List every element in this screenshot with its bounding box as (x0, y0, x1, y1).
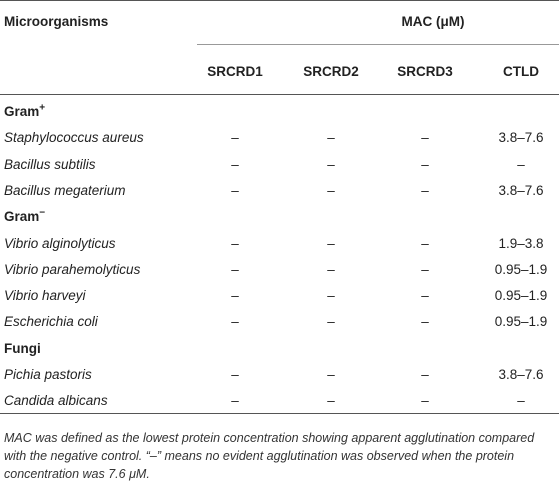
mac-value: 0.95–1.9 (494, 261, 548, 277)
mac-value: 0.95–1.9 (494, 288, 548, 304)
mac-value: – (421, 130, 429, 146)
group-label: Fungi (4, 341, 41, 357)
group-header: MAC (μM) (401, 14, 465, 29)
organism-name: Escherichia coli (4, 314, 98, 330)
mac-value: – (327, 182, 335, 198)
mac-value: – (327, 156, 335, 172)
mac-value: 3.8–7.6 (498, 367, 544, 382)
mac-value: – (231, 288, 239, 304)
mac-value: – (327, 261, 335, 277)
mac-value: – (327, 235, 335, 251)
column-header: SRCRD2 (303, 64, 359, 79)
organism-name: Pichia pastoris (4, 367, 92, 382)
mac-value: – (421, 367, 429, 382)
mac-value: – (231, 182, 239, 198)
column-header: SRCRD1 (207, 64, 263, 79)
top-rule (0, 0, 559, 1)
group-name: Gram (4, 104, 40, 119)
mac-value: 1.9–3.8 (498, 235, 544, 251)
mac-value: – (421, 288, 429, 304)
organism-name: Vibrio parahemolyticus (4, 261, 141, 277)
mac-value: – (231, 235, 239, 251)
mac-value: – (421, 393, 429, 409)
organism-name: Staphylococcus aureus (4, 130, 144, 146)
group-name: Fungi (4, 340, 41, 356)
column-header: CTLD (503, 64, 539, 79)
mac-value: – (231, 367, 239, 382)
group-sup: − (39, 207, 46, 219)
header-rule (0, 94, 559, 95)
mac-value: – (231, 130, 239, 146)
footnote: MAC was defined as the lowest protein co… (4, 431, 535, 481)
mac-value: – (421, 156, 429, 172)
mac-value: – (421, 182, 429, 198)
mac-value: – (231, 314, 239, 330)
mac-value: – (231, 156, 239, 172)
mac-value: – (421, 235, 429, 251)
organism-name: Bacillus subtilis (4, 156, 96, 172)
group-name: Gram (4, 209, 40, 225)
mac-value: – (421, 261, 429, 277)
mac-value: – (231, 393, 239, 409)
mac-value: – (327, 367, 335, 382)
mac-value: – (327, 314, 335, 330)
mac-value: – (421, 314, 429, 330)
organism-name: Candida albicans (4, 393, 108, 409)
group-sup: + (39, 102, 46, 114)
organism-name: Vibrio alginolyticus (4, 235, 116, 251)
mac-value: 3.8–7.6 (498, 182, 544, 198)
organism-name: Bacillus megaterium (4, 182, 126, 198)
bottom-rule (0, 413, 559, 414)
mac-value: 3.8–7.6 (498, 130, 544, 146)
row-header: Microorganisms (4, 14, 109, 29)
organism-name: Vibrio harveyi (4, 288, 86, 304)
group-rule (197, 44, 559, 45)
mac-value: – (517, 156, 525, 172)
mac-value: – (327, 393, 335, 409)
mac-value: 0.95–1.9 (494, 314, 548, 330)
mac-value: – (327, 130, 335, 146)
mac-value: – (327, 288, 335, 304)
group-label: Gram− (4, 207, 46, 225)
column-header: SRCRD3 (397, 64, 453, 79)
mac-value: – (231, 261, 239, 277)
group-label: Gram+ (4, 102, 46, 120)
mac-value: – (517, 393, 525, 409)
